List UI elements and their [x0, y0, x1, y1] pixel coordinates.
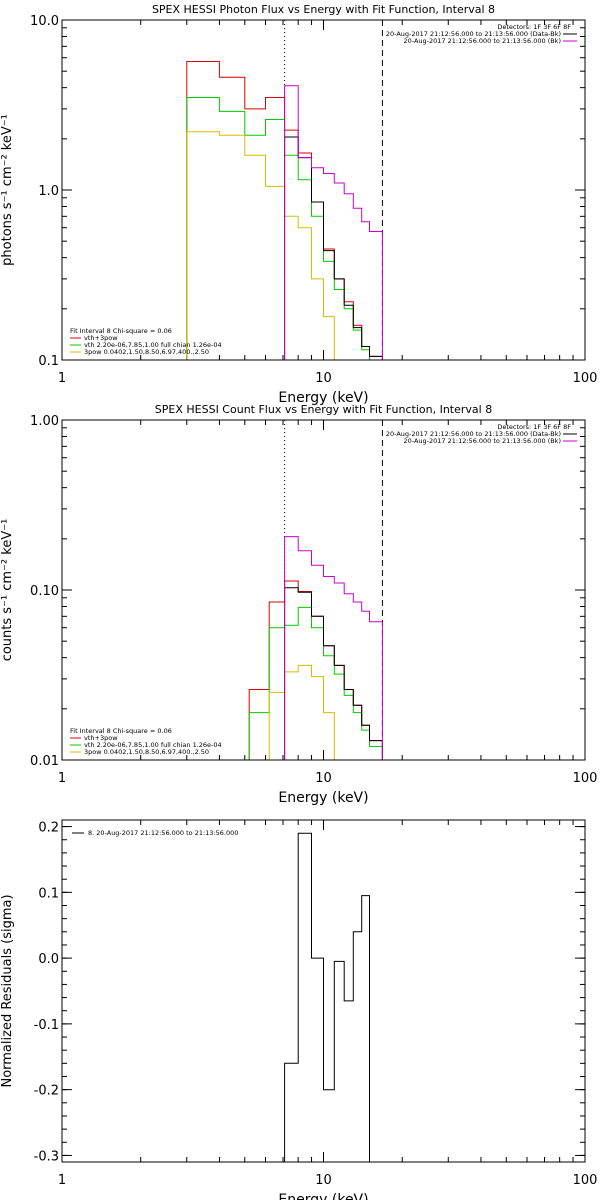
series-bk — [284, 536, 383, 760]
plot-frame — [61, 19, 586, 361]
y-tick-label: -0.1 — [34, 1018, 59, 1033]
x-axis-label: Energy (keV) — [278, 790, 368, 806]
fit-info-label: Fit Interval 8 Chi-square = 0.06 — [70, 727, 172, 735]
y-tick-label: 0.0 — [38, 952, 59, 967]
legend-top-entry: 20-Aug-2017 21:12:56.000 to 21:13:56.000… — [386, 430, 561, 438]
legend-top-entry: 20-Aug-2017 21:12:56.000 to 21:13:56.000… — [386, 30, 561, 38]
x-tick-label: 1 — [58, 371, 66, 386]
plot-area — [284, 832, 370, 1162]
panel-2: SPEX HESSI Count Flux vs Energy with Fit… — [0, 403, 597, 806]
legend-bottom-entry: 3pow 0.0402,1.50,8.50,6.97,400.,2.50 — [84, 748, 209, 756]
legend-bottom-entry: 3pow 0.0402,1.50,8.50,6.97,400.,2.50 — [84, 348, 209, 356]
series-8-20-aug-2017-21-12-56-000-to-21-13-56-000 — [284, 832, 370, 1162]
x-tick-label: 10 — [315, 771, 332, 786]
y-tick-label: 0.01 — [30, 754, 59, 769]
legend-top-entry: 20-Aug-2017 21:12:56.000 to 21:13:56.000… — [404, 37, 561, 45]
series-bk — [284, 85, 383, 360]
legend-top-entry: 20-Aug-2017 21:12:56.000 to 21:13:56.000… — [404, 437, 561, 445]
x-tick-label: 1 — [58, 771, 66, 786]
y-tick-label: 10.0 — [30, 14, 59, 29]
legend-bottom-entry: vth 2.20e-06,7.85,1.00 full chian 1.26e-… — [84, 741, 222, 749]
y-tick-label: -0.3 — [34, 1149, 59, 1164]
y-tick-label: 0.2 — [38, 821, 59, 836]
x-axis-label: Energy (keV) — [278, 1192, 368, 1200]
fit-info-label: Fit Interval 8 Chi-square = 0.06 — [70, 327, 172, 335]
legend-bottom-entry: vth 2.20e-06,7.85,1.00 full chian 1.26e-… — [84, 341, 222, 349]
plot-frame — [61, 819, 586, 1163]
panel-3: 1 10 100 -0.3 -0.2 -0.1 0.0 0.1 0.2 Energy (keV) N… — [0, 819, 598, 1200]
y-axis-label: counts s⁻¹ cm⁻² keV⁻¹ — [0, 519, 15, 662]
y-tick-label: 0.1 — [38, 886, 59, 901]
plot-area — [248, 536, 383, 760]
x-tick-label: 10 — [315, 371, 332, 386]
x-tick-label: 1 — [58, 1173, 66, 1188]
legend-bottom-entry: vth+3pow — [84, 734, 118, 742]
y-tick-label: 0.1 — [38, 354, 59, 369]
plot-area — [186, 61, 383, 360]
series-3pow — [268, 664, 335, 760]
detectors-label: Detectors: 1F 3F 6F 8F — [497, 23, 571, 31]
plot-frame — [61, 419, 586, 761]
series-vth — [248, 606, 383, 760]
x-axis-label: Energy (keV) — [278, 390, 368, 406]
x-tick-label: 100 — [573, 771, 598, 786]
chart-title: SPEX HESSI Photon Flux vs Energy with Fi… — [152, 3, 495, 16]
chart-title: SPEX HESSI Count Flux vs Energy with Fit… — [155, 403, 492, 416]
x-tick-label: 100 — [573, 371, 598, 386]
y-axis-label: photons s⁻¹ cm⁻² keV⁻¹ — [0, 114, 15, 266]
legend-top-entry: 8. 20-Aug-2017 21:12:56.000 to 21:13:56.… — [88, 829, 238, 837]
y-tick-label: 1.00 — [30, 414, 59, 429]
y-tick-label: -0.2 — [34, 1084, 59, 1099]
series-data-bk — [284, 587, 383, 760]
panel-1: SPEX HESSI Photon Flux vs Energy with Fi… — [0, 3, 597, 406]
detectors-label: Detectors: 1F 3F 6F 8F — [497, 423, 571, 431]
y-tick-label: 0.10 — [30, 584, 59, 599]
legend-bottom-entry: vth+3pow — [84, 334, 118, 342]
series-3pow — [186, 131, 345, 360]
x-tick-label: 10 — [315, 1173, 332, 1188]
x-tick-label: 100 — [573, 1173, 598, 1188]
y-tick-label: 1.0 — [38, 184, 59, 199]
y-axis-label: Normalized Residuals (sigma) — [0, 894, 15, 1087]
